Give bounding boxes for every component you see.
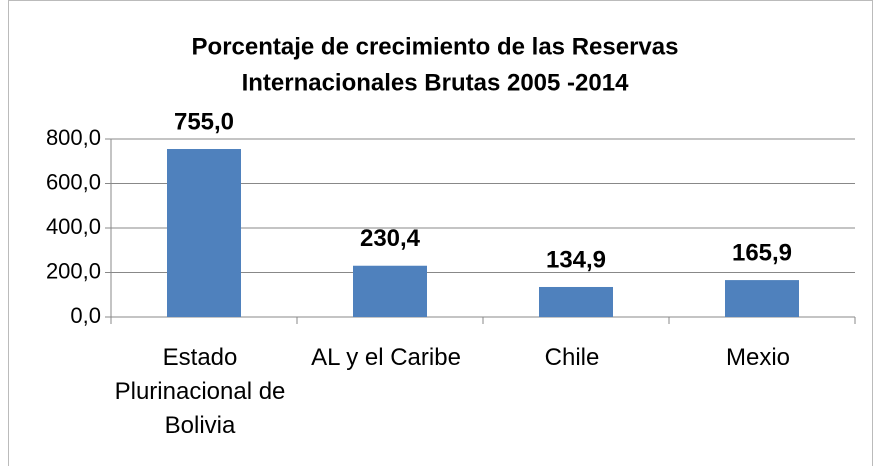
y-tick-label: 600,0: [46, 169, 101, 194]
y-tick-label: 800,0: [46, 125, 101, 150]
bar: [353, 265, 427, 317]
x-tick-label: AL y el Caribe: [311, 344, 461, 371]
y-tick-label: 0,0: [70, 303, 101, 328]
y-tick-label: 400,0: [46, 214, 101, 239]
value-label: 134,9: [546, 246, 606, 273]
chart-border: [8, 0, 873, 466]
x-tick-label: Estado Plurinacional de Bolivia: [114, 344, 286, 439]
chart-title: Porcentaje de crecimiento de las Reserva…: [192, 33, 679, 60]
value-label: 165,9: [732, 239, 792, 266]
chart-title: Internacionales Brutas 2005 -2014: [242, 69, 630, 96]
value-label: 755,0: [174, 108, 234, 135]
bar: [167, 149, 241, 317]
x-tick-label: Chile: [544, 344, 600, 371]
y-tick-label: 200,0: [46, 258, 101, 283]
bar: [725, 280, 799, 317]
bar: [539, 286, 613, 317]
value-label: 230,4: [360, 225, 421, 252]
x-tick-label: Mexio: [725, 344, 791, 371]
